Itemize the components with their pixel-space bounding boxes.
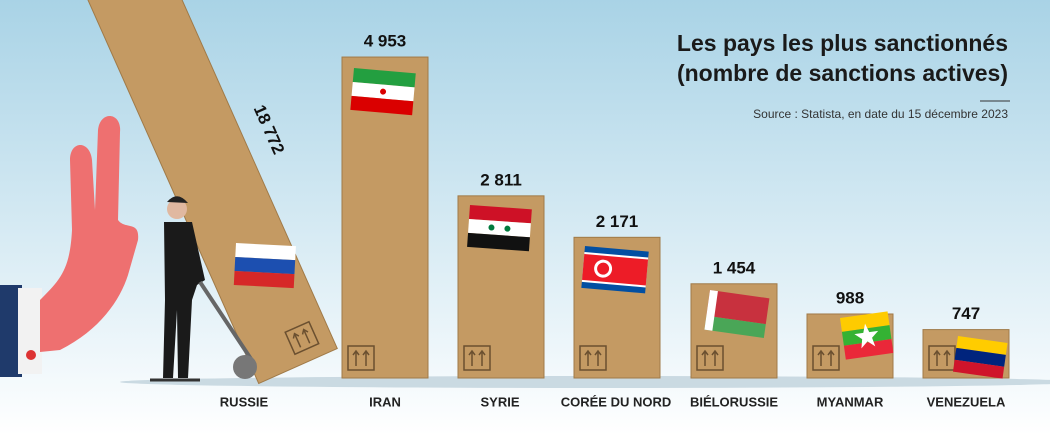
x-tick-label: CORÉE DU NORD	[561, 394, 672, 409]
box-icon	[817, 349, 835, 366]
chart-title: Les pays les plus sanctionnés	[677, 30, 1008, 56]
x-tick-label: IRAN	[369, 394, 401, 409]
flag-syria	[467, 205, 532, 252]
flag-myanmar	[840, 311, 894, 360]
x-tick-label: BIÉLORUSSIE	[690, 394, 778, 409]
box-icon	[579, 345, 607, 371]
value-label: 2 811	[480, 170, 522, 189]
value-label: 2 171	[596, 212, 639, 231]
value-label: 988	[836, 288, 864, 307]
value-label: 1 454	[713, 258, 756, 277]
flag-belarus	[704, 290, 770, 338]
box-icon	[696, 345, 724, 371]
x-tick-label: VENEZUELA	[927, 394, 1006, 409]
flag-russia	[233, 243, 296, 289]
tilted-box	[0, 0, 338, 385]
source: Source : Statista, en date du 15 décembr…	[753, 107, 1008, 121]
x-tick-label: RUSSIE	[220, 394, 269, 409]
flag-iran	[350, 68, 416, 116]
hand	[0, 115, 139, 377]
value-label: 747	[952, 304, 980, 323]
box-icon	[284, 320, 320, 356]
box-icon	[468, 349, 486, 366]
flag-venezuela	[952, 336, 1008, 379]
box-icon	[352, 349, 370, 366]
box-icon	[701, 349, 719, 366]
bar	[0, 0, 338, 385]
box-icon	[347, 345, 375, 371]
flag-north-korea	[581, 246, 649, 294]
box-icon	[933, 349, 951, 366]
porter	[150, 196, 257, 382]
chart-subtitle: (nombre de sanctions actives)	[677, 60, 1008, 86]
x-tick-label: SYRIE	[480, 394, 519, 409]
box-icon	[463, 345, 491, 371]
box-icon	[812, 345, 840, 371]
box-icon	[584, 349, 602, 366]
value-label: 4 953	[364, 32, 407, 51]
box-icon	[292, 328, 311, 348]
x-tick-label: MYANMAR	[817, 394, 884, 409]
floor-shadow	[120, 376, 1050, 388]
